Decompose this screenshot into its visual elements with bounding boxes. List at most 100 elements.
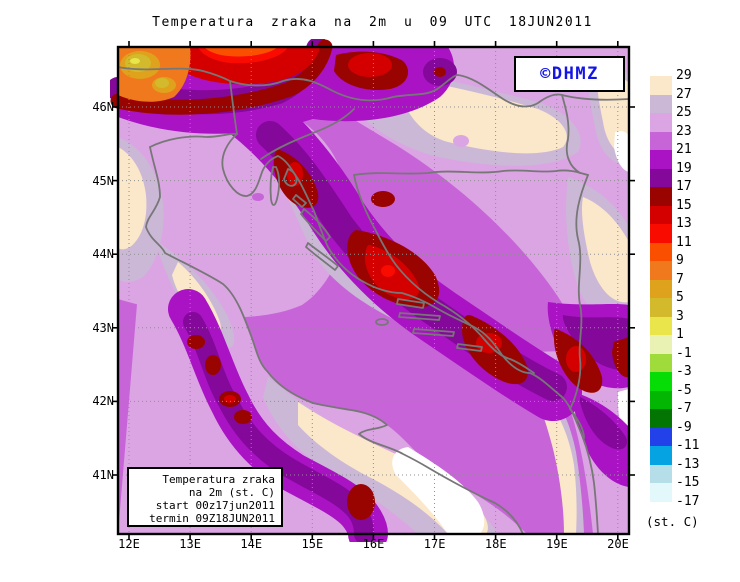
- colorbar-swatch-4: [650, 150, 672, 169]
- east-mid-27-29: [581, 197, 629, 303]
- colorbar-level--11: -11: [676, 438, 700, 453]
- apennine-spot2: [205, 355, 221, 375]
- apennine-spot4: [234, 410, 252, 424]
- x-tick-label-17E: 17E: [423, 537, 446, 551]
- colorbar-swatch-6: [650, 187, 672, 206]
- dalmatia-spot-15-17: [371, 191, 395, 207]
- coastline-istria-croatia: [221, 133, 599, 535]
- info-line-variable: Temperatura zraka: [162, 473, 275, 486]
- colorbar-swatch-12: [650, 298, 672, 317]
- se-corner-17-19: [580, 397, 628, 450]
- colorbar-swatch-10: [650, 261, 672, 280]
- border-danube-hungary: [561, 94, 581, 174]
- colorbar-swatch-2: [650, 113, 672, 132]
- coastline-italy: [145, 146, 524, 535]
- y-tick-label-42N: 42N: [92, 394, 114, 409]
- slovenia-dot-15-17: [434, 67, 446, 77]
- temperature-field: [110, 39, 629, 542]
- x-tick-label-12E: 12E: [118, 537, 140, 551]
- coastlines-borders: [117, 66, 630, 535]
- colorbar-swatch-13: [650, 316, 672, 335]
- apennine-spot1: [187, 335, 205, 349]
- island-krk: [283, 168, 298, 187]
- colorbar-swatch-22: [650, 483, 672, 502]
- dhmz-watermark-label: ©DHMZ: [540, 64, 599, 84]
- y-tick-label-43N: 43N: [92, 320, 114, 335]
- y-tick-label-45N: 45N: [92, 173, 114, 188]
- colorbar-level--15: -15: [676, 475, 700, 490]
- colorbar-swatch-7: [650, 205, 672, 224]
- x-tick-label-20E: 20E: [607, 537, 629, 551]
- sea-dot: [252, 193, 264, 201]
- colorbar-level-5: 5: [676, 290, 684, 305]
- colorbar-swatch-9: [650, 242, 672, 261]
- colorbar-swatch-1: [650, 94, 672, 113]
- colorbar-level--1: -1: [676, 345, 692, 361]
- x-tick-label-13E: 13E: [179, 537, 201, 551]
- colorbar-level-29: 29: [676, 68, 692, 83]
- run-info-box: Temperatura zraka na 2m (st. C) start 00…: [127, 467, 283, 527]
- x-tick-label-14E: 14E: [240, 537, 263, 551]
- colorbar-swatch-3: [650, 131, 672, 150]
- colorbar-level-23: 23: [676, 123, 692, 139]
- colorbar-level--3: -3: [676, 364, 692, 379]
- island-mljet: [456, 343, 483, 352]
- durmitor-13-15: [566, 346, 586, 372]
- colorbar-level-7: 7: [676, 271, 684, 287]
- y-tick-label-41N: 41N: [92, 468, 114, 482]
- dhmz-watermark-box: ©DHMZ: [514, 56, 625, 92]
- colorbar-level--13: -13: [676, 456, 700, 472]
- axis-ticks: [112, 41, 635, 540]
- slavonia-dot: [453, 135, 469, 147]
- colorbar-swatch-21: [650, 464, 672, 483]
- italy-land-23-25: [118, 147, 527, 534]
- colorbar-swatch-15: [650, 353, 672, 372]
- island-pag: [300, 208, 331, 242]
- montenegro-land-23-25: [502, 349, 629, 534]
- colorbar-swatch-11: [650, 279, 672, 298]
- slavonia-over-29: [614, 130, 629, 172]
- island-korcula: [412, 328, 455, 337]
- info-line-level: na 2m (st. C): [188, 486, 275, 499]
- island-hvar: [398, 312, 441, 321]
- colorbar-swatch-0: [650, 76, 672, 95]
- border-sava: [353, 169, 589, 176]
- kamnik-13-15: [348, 53, 392, 77]
- info-line-start: start 00z17jun2011: [155, 499, 275, 512]
- colorbar-level-9: 9: [676, 253, 684, 268]
- colorbar-level--9: -9: [676, 419, 692, 435]
- colorbar-swatch-14: [650, 335, 672, 354]
- x-tick-label-15E: 15E: [301, 537, 324, 551]
- colorbar-swatch-18: [650, 409, 672, 428]
- island-brac: [396, 298, 425, 309]
- y-tick-label-44N: 44N: [92, 247, 114, 262]
- colorbar-swatch-5: [650, 168, 672, 187]
- border-drina-serbia: [569, 174, 589, 410]
- colorbar-level-17: 17: [676, 179, 692, 194]
- border-una-bosnia: [353, 174, 535, 374]
- alps-1-3: [130, 58, 140, 64]
- colorbar: [650, 76, 672, 502]
- island-cres: [269, 166, 281, 206]
- alps-9-11: [204, 47, 278, 57]
- x-tick-label-16E: 16E: [362, 537, 385, 551]
- colorbar-swatch-20: [650, 446, 672, 465]
- colorbar-level--7: -7: [676, 401, 692, 416]
- po-west-27-29: [118, 147, 147, 250]
- colorbar-level-15: 15: [676, 197, 692, 213]
- colorbar-unit-label: (st. C): [646, 514, 699, 529]
- colorbar-level-3: 3: [676, 308, 684, 324]
- island-vis: [375, 318, 389, 326]
- montenegro-27-29: [538, 397, 577, 534]
- x-tick-label-19E: 19E: [546, 537, 568, 551]
- x-tick-label-18E: 18E: [484, 537, 507, 551]
- info-line-termin: termin 09Z18JUN2011: [149, 512, 275, 525]
- colorbar-level-25: 25: [676, 105, 692, 120]
- colorbar-swatch-16: [650, 372, 672, 391]
- colorbar-level--17: -17: [676, 493, 700, 509]
- colorbar-level-19: 19: [676, 160, 692, 176]
- border-montenegro-albania: [569, 408, 585, 439]
- colorbar-level--5: -5: [676, 382, 692, 398]
- colorbar-level-1: 1: [676, 327, 684, 342]
- border-north: [117, 66, 630, 108]
